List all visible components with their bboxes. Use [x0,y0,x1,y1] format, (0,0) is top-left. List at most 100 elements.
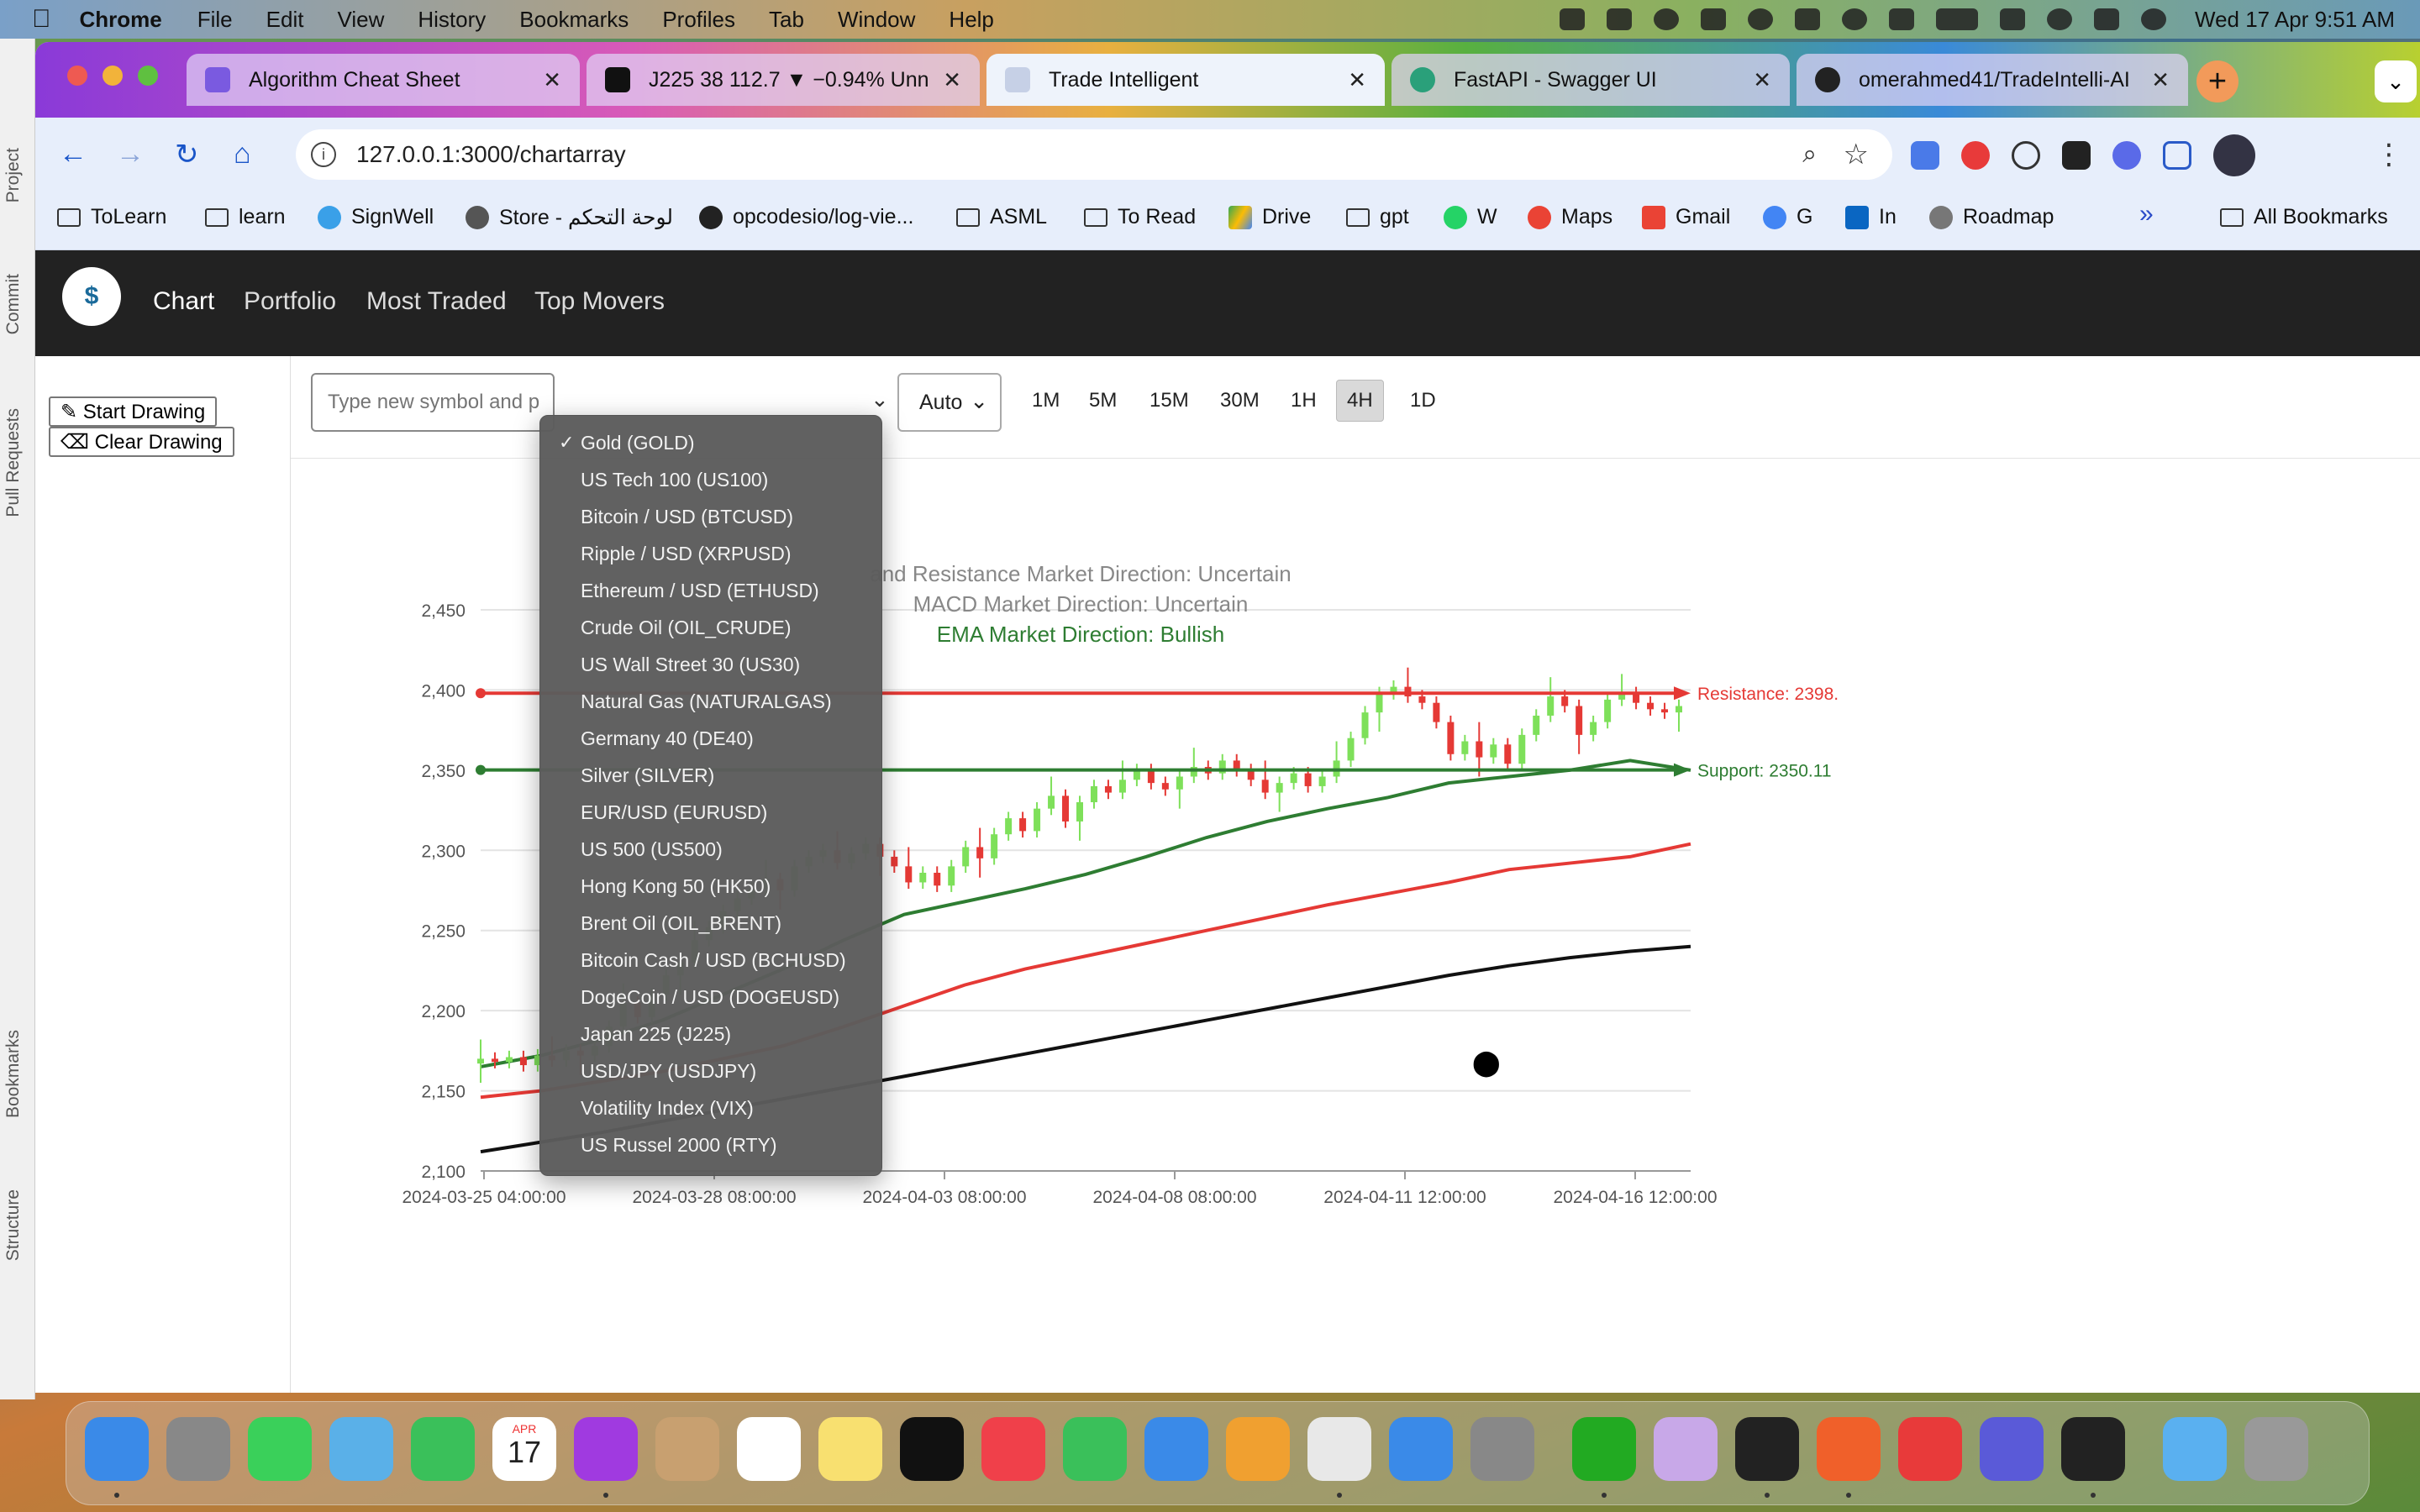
apple-icon[interactable]:  [32,5,51,34]
extension-icon[interactable] [2112,141,2141,170]
bookmark-asml[interactable]: ASML [956,205,1047,229]
postman-icon[interactable] [1817,1417,1881,1481]
chrome-icon[interactable] [1307,1417,1371,1481]
finder-icon[interactable] [85,1417,149,1481]
menu-window[interactable]: Window [818,6,915,32]
calendar-icon[interactable]: APR 17 [492,1417,556,1481]
kebab-menu-icon[interactable]: ⋮ [2375,139,2403,171]
timeframe-1d[interactable]: 1D [1410,389,1436,412]
symbol-option[interactable]: Germany 40 (DE40) [540,720,883,757]
status-icon[interactable] [1654,8,1679,30]
symbol-option[interactable]: US Russel 2000 (RTY) [540,1126,883,1163]
tab-search-button[interactable]: ⌄ [2375,60,2417,102]
symbol-option[interactable]: EUR/USD (EURUSD) [540,794,883,831]
address-bar[interactable]: i 127.0.0.1:3000/chartarray ⌕ ☆ [296,129,1892,180]
symbol-option[interactable]: Bitcoin Cash / USD (BCHUSD) [540,942,883,979]
tab-j225[interactable]: J225 38 112.7 ▼ −0.94% Unn ✕ [587,54,980,106]
bookmark-google[interactable]: G [1763,205,1812,229]
symbol-option[interactable]: DogeCoin / USD (DOGEUSD) [540,979,883,1016]
camera-icon[interactable] [2062,141,2091,170]
status-icon[interactable] [1560,8,1585,30]
timeframe-5m[interactable]: 5M [1089,389,1118,412]
app-logo[interactable]: $ [62,267,121,326]
symbol-option[interactable]: ✓ Gold (GOLD) [540,424,883,461]
bookmarks-overflow-button[interactable]: » [2139,200,2154,228]
mode-select[interactable]: Auto ⌄ [897,373,1002,432]
bookmark-signwell[interactable]: SignWell [318,205,434,229]
appletv-icon[interactable] [900,1417,964,1481]
symbol-search-input[interactable] [311,373,555,432]
status-icon[interactable] [1701,8,1726,30]
teams-icon[interactable] [1980,1417,2044,1481]
reminders-icon[interactable] [737,1417,801,1481]
tab-github-repo[interactable]: omerahmed41/TradeIntelli-AI ✕ [1797,54,2188,106]
terminal-icon[interactable] [2061,1417,2125,1481]
symbol-option[interactable]: Hong Kong 50 (HK50) [540,868,883,905]
ide-tab-pull-requests[interactable]: Pull Requests [3,408,23,517]
menu-bookmarks[interactable]: Bookmarks [500,6,629,32]
pycharm-icon[interactable] [1572,1417,1636,1481]
dropbox-icon[interactable] [1607,8,1632,30]
symbol-option[interactable]: Brent Oil (OIL_BRENT) [540,905,883,942]
pages-icon[interactable] [1226,1417,1290,1481]
symbol-option[interactable]: Japan 225 (J225) [540,1016,883,1053]
intellij-icon[interactable] [1735,1417,1799,1481]
close-icon[interactable]: ✕ [543,66,561,92]
translate-extension-icon[interactable] [1911,141,1939,170]
menu-view[interactable]: View [318,6,384,32]
close-icon[interactable]: ✕ [1348,66,1366,92]
office-icon[interactable] [1898,1417,1962,1481]
ide-tab-bookmarks[interactable]: Bookmarks [3,1030,23,1119]
status-icon[interactable] [1748,8,1773,30]
menu-tab[interactable]: Tab [750,6,804,32]
menu-clock[interactable]: Wed 17 Apr 9:51 AM [2195,6,2395,32]
input-source-icon[interactable] [1889,8,1914,30]
all-bookmarks-folder[interactable]: All Bookmarks [2220,205,2388,229]
symbol-option[interactable]: Silver (SILVER) [540,757,883,794]
timeframe-1m[interactable]: 1M [1032,389,1060,412]
search-icon[interactable] [2047,8,2072,30]
bookmark-roadmap[interactable]: Roadmap [1929,205,2054,229]
nav-portfolio[interactable]: Portfolio [244,287,337,315]
forward-button[interactable]: → [116,138,145,170]
nav-most-traded[interactable]: Most Traded [366,287,507,315]
start-drawing-button[interactable]: ✎ Start Drawing [49,396,218,427]
symbol-option[interactable]: USD/JPY (USDJPY) [540,1053,883,1089]
siri-icon[interactable] [2141,8,2166,30]
settings-icon[interactable] [1470,1417,1534,1481]
symbol-option[interactable]: Ripple / USD (XRPUSD) [540,535,883,572]
bookmark-to-read[interactable]: To Read [1084,205,1196,229]
symbol-option[interactable]: US Wall Street 30 (US30) [540,646,883,683]
menu-history[interactable]: History [398,6,486,32]
menu-profiles[interactable]: Profiles [643,6,735,32]
tab-algorithm-cheat-sheet[interactable]: Algorithm Cheat Sheet ✕ [187,54,580,106]
bookmark-maps[interactable]: Maps [1528,205,1612,229]
keynote-icon[interactable] [1144,1417,1208,1481]
maps-icon[interactable] [329,1417,393,1481]
chevron-down-icon[interactable]: ⌄ [871,386,889,412]
symbol-option[interactable]: US Tech 100 (US100) [540,461,883,498]
battery-icon[interactable] [1936,8,1978,30]
bookmark-opcodesio[interactable]: opcodesio/log-vie... [699,205,913,229]
bookmark-learn[interactable]: learn [205,205,286,229]
close-icon[interactable]: ✕ [2151,66,2170,92]
extension-icon[interactable] [1961,141,1990,170]
numbers-icon[interactable] [1063,1417,1127,1481]
symbol-option[interactable]: Natural Gas (NATURALGAS) [540,683,883,720]
control-center-icon[interactable] [2094,8,2119,30]
messages-icon[interactable] [248,1417,312,1481]
menu-file[interactable]: File [178,6,233,32]
symbol-option[interactable]: US 500 (US500) [540,831,883,868]
bookmark-gmail[interactable]: Gmail [1642,205,1730,229]
ide-tab-commit[interactable]: Commit [3,274,23,335]
nav-top-movers[interactable]: Top Movers [534,287,666,315]
home-icon[interactable]: ⌂ [234,138,251,170]
back-button[interactable]: ← [59,138,87,170]
facetime-icon[interactable] [411,1417,475,1481]
extension-icon[interactable] [2012,141,2040,170]
timeframe-30m[interactable]: 30M [1220,389,1260,412]
ide-tab-project[interactable]: Project [3,148,23,203]
app-icon[interactable] [1654,1417,1718,1481]
clear-drawing-button[interactable]: ⌫ Clear Drawing [49,427,234,457]
close-icon[interactable]: ✕ [943,66,961,92]
